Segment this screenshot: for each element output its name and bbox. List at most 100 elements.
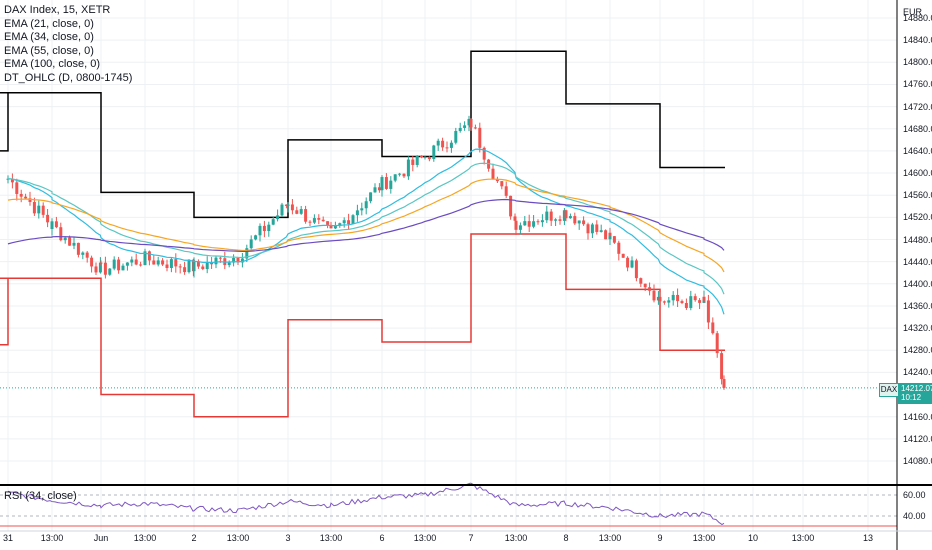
candle-body bbox=[342, 220, 346, 224]
time-tick-label: 13:00 bbox=[504, 533, 528, 543]
price-tick-label: 14600.00 bbox=[903, 168, 932, 179]
candle-body bbox=[312, 218, 316, 223]
candle-body bbox=[121, 265, 125, 271]
candle-body bbox=[595, 224, 599, 232]
price-tick-label: 14520.00 bbox=[903, 212, 932, 223]
candle-body bbox=[377, 187, 381, 191]
candle-body bbox=[630, 260, 634, 268]
time-tick-label: 9 bbox=[657, 533, 663, 543]
candle-body bbox=[568, 216, 572, 219]
time-tick-label: 3 bbox=[285, 533, 291, 543]
candle-body bbox=[165, 264, 169, 268]
last-price-value: 14212.07 bbox=[901, 384, 932, 393]
legend-ema-34[interactable]: EMA (34, close, 0) bbox=[4, 31, 94, 43]
candle-body bbox=[648, 287, 652, 291]
candle-body bbox=[232, 257, 236, 263]
last-price-badge: 14212.07 10:12 bbox=[898, 383, 932, 404]
candle-body bbox=[652, 290, 656, 301]
candle-body bbox=[604, 230, 608, 240]
candle-body bbox=[573, 216, 577, 224]
time-tick-label: 13:00 bbox=[226, 533, 250, 543]
candle-body bbox=[582, 220, 586, 225]
candle-body bbox=[286, 204, 290, 206]
candle-body bbox=[509, 195, 513, 217]
candle-body bbox=[187, 259, 191, 273]
candle-body bbox=[449, 142, 453, 148]
price-tick-label: 14280.00 bbox=[903, 345, 932, 356]
ema-55-line bbox=[7, 178, 725, 273]
candle-body bbox=[562, 210, 566, 221]
candle-body bbox=[504, 186, 508, 196]
candle-body bbox=[321, 219, 325, 222]
time-tick-label: 13:00 bbox=[133, 533, 157, 543]
candle-body bbox=[24, 196, 28, 199]
candle-body bbox=[28, 198, 32, 203]
candle-body bbox=[380, 177, 384, 191]
candle-body bbox=[139, 264, 143, 266]
candle-body bbox=[210, 262, 214, 265]
legend-title[interactable]: DAX Index, 15, XETR bbox=[4, 4, 111, 16]
candle-body bbox=[347, 220, 351, 225]
candle-body bbox=[103, 262, 107, 275]
legend-ema-55[interactable]: EMA (55, close, 0) bbox=[4, 44, 94, 57]
rsi-legend[interactable]: RSI (34, close) bbox=[4, 490, 77, 502]
candle-body bbox=[384, 177, 388, 189]
candle-body bbox=[262, 225, 266, 232]
candle-body bbox=[68, 237, 72, 246]
candle-body bbox=[436, 140, 440, 146]
candle-body bbox=[15, 182, 19, 194]
legend-dt-ohlc[interactable]: DT_OHLC (D, 0800-1745) bbox=[4, 71, 133, 84]
candle-body bbox=[445, 147, 449, 149]
candle-body bbox=[32, 202, 36, 214]
candle-body bbox=[147, 251, 151, 261]
candle-body bbox=[98, 262, 102, 273]
legend-ema-21[interactable]: EMA (21, close, 0) bbox=[4, 17, 94, 30]
candle-body bbox=[267, 224, 271, 232]
candle-body bbox=[423, 156, 427, 158]
candle-body bbox=[540, 220, 544, 223]
price-tick-label: 14120.00 bbox=[903, 433, 932, 444]
candle-body bbox=[54, 221, 58, 228]
candle-body bbox=[295, 210, 299, 214]
bar-countdown: 10:12 bbox=[901, 393, 922, 402]
candle-body bbox=[599, 230, 603, 232]
legend-ema-100[interactable]: EMA (100, close, 0) bbox=[4, 58, 100, 70]
candle-body bbox=[415, 155, 419, 165]
candle-body bbox=[398, 173, 402, 175]
candle-body bbox=[545, 211, 549, 221]
candle-body bbox=[473, 127, 477, 129]
rsi-line bbox=[7, 482, 725, 526]
candle-body bbox=[360, 208, 364, 211]
candle-body bbox=[326, 221, 330, 225]
candle-body bbox=[639, 278, 643, 284]
candle-body bbox=[441, 140, 445, 148]
price-tick-label: 14720.00 bbox=[903, 101, 932, 112]
candle-body bbox=[364, 201, 368, 209]
candle-body bbox=[427, 156, 431, 160]
candle-body bbox=[667, 300, 671, 303]
candle-body bbox=[201, 266, 205, 270]
candle-body bbox=[10, 178, 14, 183]
candle-body bbox=[513, 216, 517, 221]
candle-body bbox=[467, 118, 471, 126]
price-tick-label: 14760.00 bbox=[903, 79, 932, 90]
candle-body bbox=[706, 300, 710, 323]
candle-body bbox=[420, 155, 424, 158]
candle-body bbox=[656, 296, 660, 301]
candle-body bbox=[161, 260, 165, 265]
time-tick-label: 31 bbox=[2, 533, 14, 543]
candle-body bbox=[643, 283, 647, 288]
candle-body bbox=[37, 205, 41, 214]
time-tick-label: 6 bbox=[379, 533, 385, 543]
candle-body bbox=[454, 130, 458, 143]
candle-body bbox=[671, 294, 675, 301]
candle-body bbox=[72, 242, 76, 246]
time-tick-label: 7 bbox=[468, 533, 474, 543]
candle-body bbox=[214, 257, 218, 265]
candle-body bbox=[469, 118, 473, 128]
candle-body bbox=[169, 259, 173, 268]
candle-body bbox=[676, 294, 680, 302]
candle-body bbox=[617, 242, 621, 254]
